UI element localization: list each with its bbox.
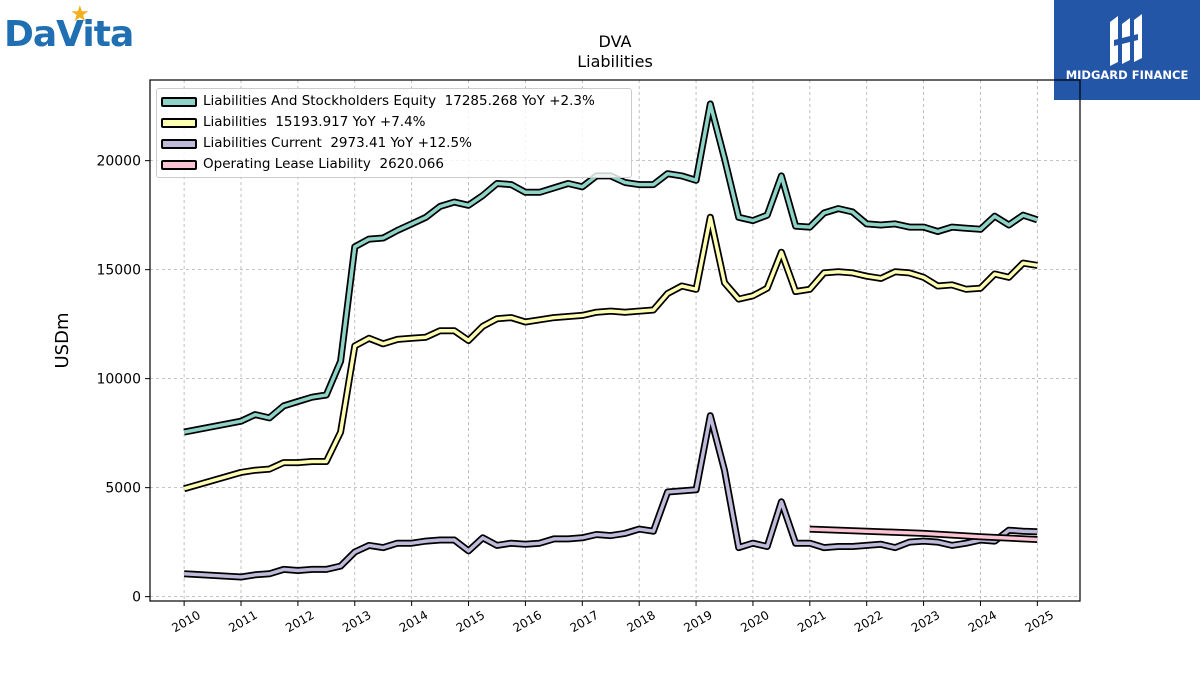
midgard-mark-icon [1110, 14, 1142, 66]
legend-label: Liabilities 15193.917 YoY +7.4% [203, 114, 426, 130]
x-tick-label: 2017 [568, 608, 601, 635]
legend-item: Liabilities Current 2973.41 YoY +12.5% [157, 133, 631, 153]
series-line [183, 215, 1038, 491]
chart-subtitle: Liabilities [577, 52, 653, 71]
x-tick-label: 2015 [454, 608, 487, 635]
x-tick-label: 2019 [681, 608, 714, 635]
y-tick-label: 5000 [105, 481, 141, 497]
chart-legend: Liabilities And Stockholders Equity 1728… [156, 88, 632, 178]
x-tick-label: 2018 [624, 608, 657, 635]
legend-swatch [161, 139, 197, 149]
x-tick-label: 2016 [511, 608, 544, 635]
x-tick-label: 2024 [966, 608, 999, 635]
x-tick-label: 2025 [1023, 608, 1056, 635]
legend-label: Liabilities And Stockholders Equity 1728… [203, 93, 595, 109]
legend-swatch [161, 118, 197, 128]
series-line [183, 102, 1038, 434]
x-tick-label: 2021 [795, 608, 828, 635]
plot-frame [149, 79, 1081, 602]
y-tick-label: 0 [132, 590, 141, 606]
chart-title: DVA [598, 32, 632, 51]
x-tick-label: 2020 [738, 608, 771, 635]
legend-label: Operating Lease Liability 2620.066 [203, 156, 444, 172]
x-tick-label: 2011 [226, 608, 259, 635]
midgard-logo-text: MIDGARD FINANCE [1065, 68, 1189, 82]
series-line [184, 413, 1038, 579]
legend-swatch [161, 97, 197, 107]
series-line-outline [183, 213, 1038, 493]
x-tick-label: 2012 [283, 608, 316, 635]
legend-item: Liabilities 15193.917 YoY +7.4% [157, 112, 631, 132]
y-tick-label: 10000 [96, 372, 141, 388]
davita-logo-text: DaVita [4, 14, 134, 55]
series-line [809, 527, 1038, 542]
x-tick-label: 2014 [397, 608, 430, 635]
x-tick-label: 2022 [852, 608, 885, 635]
legend-item: Liabilities And Stockholders Equity 1728… [157, 91, 631, 111]
x-tick-label: 2010 [169, 608, 202, 635]
series-line-outline [183, 412, 1038, 581]
davita-logo: DaVita ★ [4, 2, 144, 58]
star-icon: ★ [70, 2, 90, 27]
legend-swatch [161, 160, 197, 170]
x-tick-label: 2013 [340, 608, 373, 635]
x-tick-label: 2023 [909, 608, 942, 635]
y-tick-label: 20000 [96, 154, 141, 170]
legend-label: Liabilities Current 2973.41 YoY +12.5% [203, 135, 472, 151]
y-tick-label: 15000 [96, 263, 141, 279]
y-axis-label: USDm [52, 313, 73, 369]
midgard-finance-logo: MIDGARD FINANCE [1054, 0, 1200, 100]
legend-item: Operating Lease Liability 2620.066 [157, 154, 631, 174]
